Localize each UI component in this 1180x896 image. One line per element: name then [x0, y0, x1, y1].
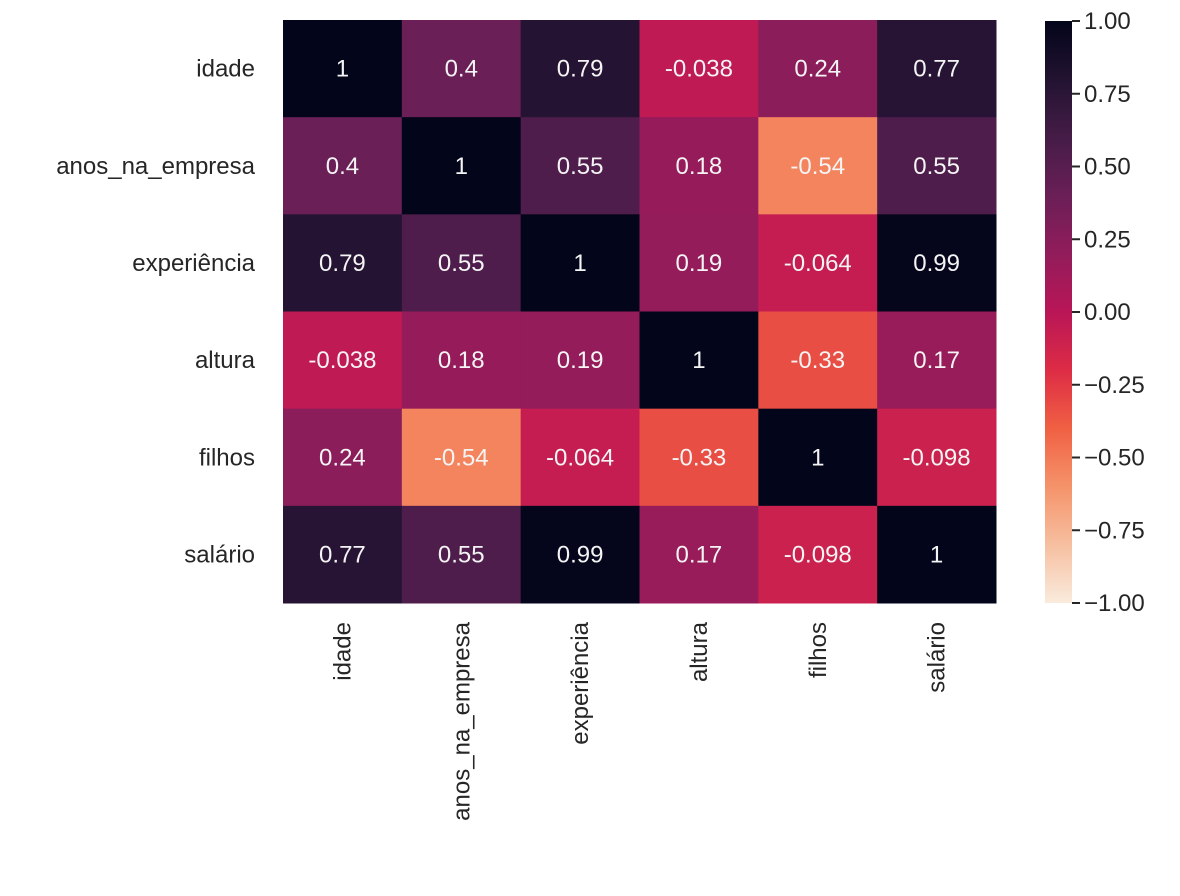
heatmap-cell	[639, 408, 759, 507]
cell-annotation: 0.55	[438, 250, 485, 277]
heatmap-cell	[520, 505, 640, 604]
colorbar-tick-label: −0.75	[1084, 517, 1145, 544]
heatmap-cell	[877, 408, 997, 507]
heatmap-cells: 1 0.4 0.79 -0.038 0.24 0.77 0.4 1 0.55 0.18 -0.54 0…	[283, 20, 997, 604]
cell-annotation: -0.33	[672, 444, 727, 471]
heatmap-cell	[401, 311, 522, 410]
cell-annotation: 0.77	[913, 56, 960, 83]
colorbar-tick-label: −1.00	[1084, 590, 1145, 617]
cell-annotation: 1	[811, 444, 824, 471]
heatmap-cell	[520, 20, 640, 118]
cell-annotation: -0.098	[784, 541, 852, 568]
heatmap-cell	[758, 505, 878, 604]
cell-annotation: 0.99	[913, 250, 960, 277]
heatmap-cell	[639, 20, 759, 118]
x-tick-label: salário	[924, 622, 951, 693]
cell-annotation: -0.098	[903, 444, 971, 471]
cell-annotation: 0.77	[319, 541, 366, 568]
heatmap-cell	[877, 117, 997, 215]
heatmap-cell	[283, 408, 403, 507]
y-tick-label: filhos	[199, 444, 255, 471]
cell-annotation: -0.54	[434, 444, 489, 471]
heatmap-cell	[877, 20, 997, 118]
cell-annotation: 0.79	[557, 56, 604, 83]
cell-annotation: 0.99	[557, 541, 604, 568]
heatmap-cell	[639, 117, 759, 215]
cell-annotation: -0.54	[790, 153, 845, 180]
y-tick-label: experiência	[132, 250, 255, 277]
heatmap-cell	[758, 214, 878, 312]
colorbar-tick-label: 0.75	[1084, 81, 1131, 108]
colorbar-tick-label: 0.25	[1084, 226, 1131, 253]
cell-annotation: 0.4	[326, 153, 359, 180]
colorbar: 1.00 0.75 0.50 0.25 0.00 −0.25 −0.50 −0.75 −1.00	[1045, 8, 1145, 617]
x-tick-label: idade	[329, 622, 356, 681]
x-tick-label: altura	[686, 621, 713, 682]
heatmap-cell	[758, 408, 878, 507]
heatmap-cell	[877, 214, 997, 312]
cell-annotation: 0.19	[557, 347, 604, 374]
heatmap-cell	[520, 214, 640, 312]
heatmap-cell	[520, 408, 640, 507]
heatmap-cell	[758, 20, 878, 118]
x-tick-label: experiência	[567, 621, 594, 744]
y-tick-label: idade	[196, 56, 255, 83]
cell-annotation: 0.55	[438, 541, 485, 568]
y-tick-labels: idade anos_na_empresa experiência altura fil…	[56, 56, 255, 569]
cell-annotation: 1	[930, 541, 943, 568]
cell-annotation: -0.064	[784, 250, 852, 277]
y-tick-label: anos_na_empresa	[56, 153, 255, 180]
heatmap-cell	[401, 408, 522, 507]
cell-annotation: -0.33	[790, 347, 845, 374]
heatmap-cell	[401, 505, 522, 604]
heatmap-cell	[639, 214, 759, 312]
cell-annotation: 0.55	[557, 153, 604, 180]
heatmap-cell	[283, 117, 403, 215]
cell-annotation: -0.038	[665, 56, 733, 83]
heatmap-cell	[758, 117, 878, 215]
x-tick-label: anos_na_empresa	[448, 621, 475, 820]
cell-annotation: 0.19	[676, 250, 723, 277]
cell-annotation: 0.4	[445, 56, 478, 83]
cell-annotation: 1	[336, 56, 349, 83]
cell-annotation: 0.18	[676, 153, 723, 180]
heatmap-cell	[877, 505, 997, 604]
heatmap-cell	[401, 117, 522, 215]
colorbar-tick-label: −0.50	[1084, 445, 1145, 472]
heatmap-cell	[283, 505, 403, 604]
y-tick-label: altura	[195, 347, 256, 374]
colorbar-tick-label: −0.25	[1084, 372, 1145, 399]
heatmap-cell	[283, 20, 403, 118]
colorbar-tick-label: 0.00	[1084, 299, 1131, 326]
x-tick-labels: idade anos_na_empresa experiência altura fil…	[329, 621, 950, 820]
heatmap-cell	[639, 311, 759, 410]
heatmap-cell	[401, 214, 522, 312]
cell-annotation: 0.18	[438, 347, 485, 374]
heatmap-cell	[283, 214, 403, 312]
heatmap-cell	[520, 117, 640, 215]
cell-annotation: 1	[573, 250, 586, 277]
y-tick-label: salário	[184, 541, 255, 568]
cell-annotation: 0.55	[913, 153, 960, 180]
cell-annotation: 1	[455, 153, 468, 180]
cell-annotation: 1	[692, 347, 705, 374]
cell-annotation: 0.24	[794, 56, 841, 83]
colorbar-tick-label: 0.50	[1084, 154, 1131, 181]
heatmap-cell	[401, 20, 522, 118]
heatmap-cell	[639, 505, 759, 604]
heatmap-cell	[520, 311, 640, 410]
cell-annotation: 0.17	[676, 541, 723, 568]
colorbar-tick-label: 1.00	[1084, 8, 1131, 35]
cell-annotation: 0.17	[913, 347, 960, 374]
cell-annotation: -0.064	[546, 444, 614, 471]
x-tick-label: filhos	[805, 622, 832, 678]
colorbar-gradient	[1045, 21, 1072, 603]
cell-annotation: -0.038	[308, 347, 376, 374]
heatmap-cell	[283, 311, 403, 410]
cell-annotation: 0.79	[319, 250, 366, 277]
heatmap-cell	[877, 311, 997, 410]
cell-annotation: 0.24	[319, 444, 366, 471]
heatmap-cell	[758, 311, 878, 410]
